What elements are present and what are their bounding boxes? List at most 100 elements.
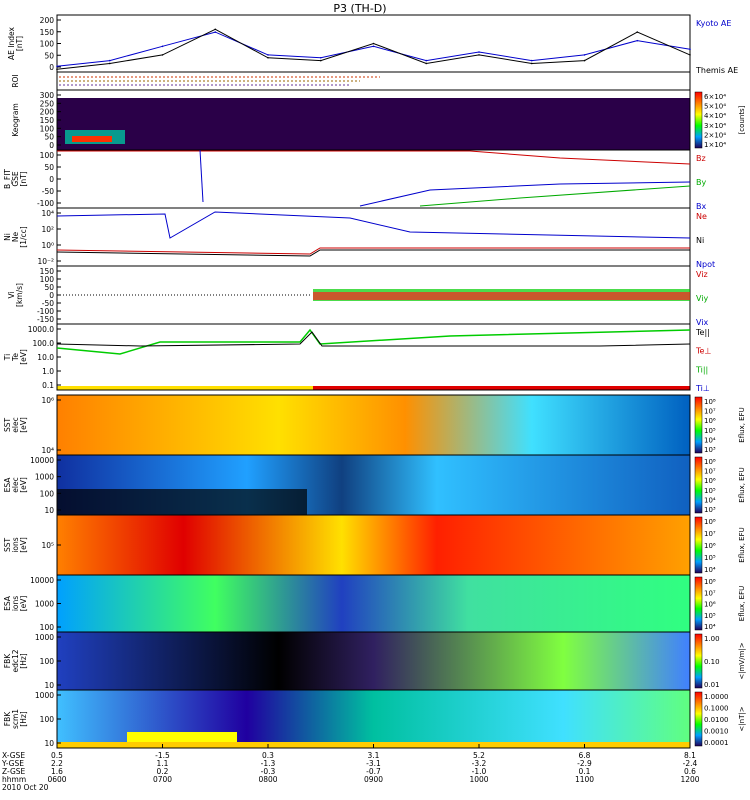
ytick-label: 10⁴	[41, 209, 54, 218]
colorbar-tick: 10⁸	[704, 398, 716, 406]
ytick-label: 50	[44, 133, 54, 142]
ytick-label: 100	[40, 40, 55, 49]
orbit-value: 6.8	[579, 751, 591, 760]
ytick-label: 10⁻²	[37, 257, 54, 266]
data-point	[161, 45, 164, 48]
ytick-label: 50	[44, 51, 54, 60]
legend-entry: Ti⊥	[695, 384, 710, 393]
colorbar-unit-text: <|nT|>	[738, 706, 746, 731]
ylabel-text: [Hz]	[19, 711, 28, 727]
legend-entry: Ti||	[695, 365, 708, 374]
ytick-label: 100	[40, 151, 55, 160]
data-point	[108, 59, 111, 62]
series-line	[56, 31, 691, 67]
ytick-label: 100	[40, 715, 55, 724]
data-point	[56, 68, 58, 70]
mode-bar-fast	[313, 386, 690, 390]
ytick-label: 250	[40, 99, 55, 108]
colorbar-tick: 1.00	[704, 635, 720, 643]
colorbar-tick: 0.0010	[704, 728, 729, 736]
ytick-label: 100	[40, 657, 55, 666]
data-point	[636, 39, 639, 42]
ylabel-roi: ROI	[11, 74, 20, 87]
other-traces	[56, 76, 691, 355]
ytick-label: 100	[40, 489, 55, 498]
data-point	[530, 59, 533, 62]
te-trace	[56, 331, 691, 347]
colorbar-tick: 4×10⁴	[704, 112, 726, 120]
ytick-label: -50	[42, 299, 54, 308]
colorbar-tick: 2×10⁴	[704, 131, 726, 139]
ytick-label: 1000	[35, 633, 54, 642]
orbit-row-label: Y-GSE	[1, 759, 24, 768]
ytick-label: 100	[40, 124, 55, 133]
ytick-label: -150	[37, 315, 54, 324]
legend-entry: Kyoto AE	[696, 19, 731, 28]
data-point	[267, 54, 269, 56]
bz-trace	[57, 150, 691, 165]
data-point	[583, 59, 586, 62]
xtick-label: 0700	[153, 775, 172, 784]
ytick-label: 10²	[41, 225, 54, 234]
data-point	[56, 65, 58, 68]
ylabel-text: ESA	[3, 595, 12, 611]
data-point	[425, 59, 428, 62]
ylabel-text: [eV]	[19, 596, 28, 612]
ylabel-text: GSE	[11, 171, 20, 187]
orbit-value: 1.1	[157, 759, 169, 768]
panel-fbk_e: FBK edc12 [Hz] 1000 100 10 1.00 0.10 0.01 <|mV/m|…	[3, 631, 746, 691]
colorbar-tick: 3×10⁴	[704, 122, 726, 130]
ytick-label: 10	[44, 506, 54, 515]
ylabel-text: Te	[11, 353, 20, 362]
colorbar	[694, 91, 703, 149]
ylabel-temp: Ti Te [eV]	[3, 349, 28, 365]
ytick-label: 150	[40, 267, 55, 276]
orbit-value: 5.2	[473, 751, 485, 760]
data-point	[161, 54, 164, 56]
ti-trace	[56, 328, 691, 355]
ylabel-text: [nT]	[19, 171, 28, 186]
orbit-value: -1.3	[261, 759, 276, 768]
colorbar-tick: 10⁷	[704, 408, 716, 416]
xtick-label: 1100	[575, 775, 594, 784]
ylabel-text: [km/s]	[15, 283, 24, 307]
data-point	[689, 54, 691, 56]
ytick-label: 1000	[35, 473, 54, 482]
ytick-label: 1000	[35, 691, 54, 700]
orbit-value: -0.7	[366, 767, 381, 776]
panel-sst_e: SST elec [eV]10⁶10⁴10⁸10⁷10⁶10⁵10⁴10³Eflux…	[3, 394, 746, 456]
legend-entry: Viz	[696, 270, 708, 279]
ylabel-text: SST	[3, 418, 12, 433]
data-point	[214, 28, 217, 31]
colorbar-tick: 0.10	[704, 658, 720, 666]
ylabel-text: FBK	[3, 711, 12, 726]
data-point	[214, 31, 217, 33]
colorbar	[694, 456, 703, 514]
xtick-label: 1000	[469, 775, 488, 784]
colorbar-unit: Eflux, EFU	[738, 407, 746, 442]
legend-entry: Bx	[696, 202, 706, 211]
ae-lines	[56, 28, 691, 70]
orbit-value: 0.3	[262, 751, 274, 760]
ylabel-text: [Hz]	[19, 653, 28, 669]
panel-sst_i: SST ions [eV] 10⁵ 10⁸ 10⁷ 10⁶ 10⁵ 10⁴ Eflux, EFU	[3, 514, 746, 576]
colorbar-tick: 10³	[704, 506, 716, 514]
colorbar-tick: 10⁶	[704, 477, 716, 485]
ylabel-text: Vi	[7, 291, 16, 298]
colorbar-tick: 10⁶	[704, 601, 716, 609]
ylabel-text: scm1	[11, 709, 20, 729]
colorbar-tick: 1.0000	[704, 693, 729, 701]
colorbar	[694, 516, 703, 574]
ylabel-text: Keogram	[11, 103, 20, 137]
orbit-value: 1.6	[51, 767, 63, 776]
ytick-label: 10	[44, 739, 54, 748]
ytick-label: 100	[40, 623, 55, 632]
ytick-label: 10⁰	[41, 241, 54, 250]
colorbar-tick: 5×10⁴	[704, 103, 726, 111]
ylabel-text: elec	[11, 477, 20, 492]
ytick-label: 50	[44, 163, 54, 172]
legend-entry: Vix	[696, 318, 709, 327]
